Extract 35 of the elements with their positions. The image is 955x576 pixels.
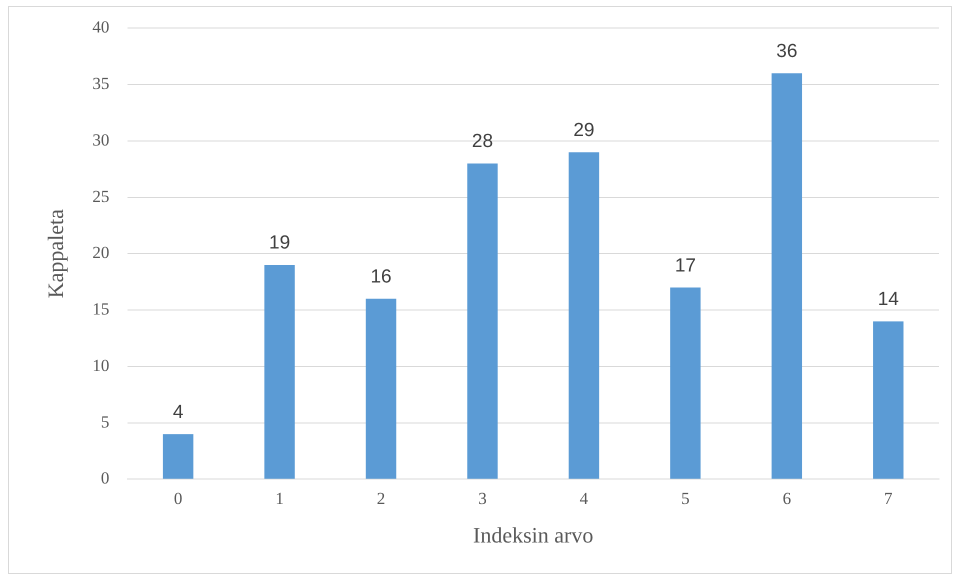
y-tick-label: 15 (92, 300, 110, 319)
x-tick-label: 1 (275, 488, 284, 508)
x-tick-label: 0 (174, 488, 182, 508)
x-tick-label: 5 (681, 488, 690, 508)
bar (366, 298, 396, 479)
y-axis-title: Kappaleta (42, 208, 68, 298)
x-tick-label: 2 (376, 488, 386, 508)
y-tick-label: 25 (92, 186, 110, 206)
bar (264, 264, 295, 479)
data-label: 17 (674, 255, 696, 276)
y-tick-label: 35 (92, 74, 110, 94)
bar (873, 321, 904, 479)
x-axis-title: Indeksin arvo (473, 522, 594, 548)
x-tick-label: 3 (478, 488, 487, 508)
data-label: 19 (269, 232, 290, 254)
x-tick-label: 7 (884, 488, 894, 508)
data-label: 14 (878, 289, 900, 310)
data-label: 4 (172, 402, 184, 423)
data-label: 36 (776, 41, 798, 62)
data-label: 16 (370, 266, 392, 288)
bar (772, 73, 802, 479)
bar (467, 164, 498, 479)
y-tick-label: 10 (92, 356, 110, 375)
x-tick-label: 4 (580, 488, 589, 508)
bar (162, 434, 194, 479)
y-tick-label: 5 (100, 412, 110, 432)
y-tick-label: 30 (92, 130, 110, 150)
data-label: 29 (573, 120, 594, 141)
y-tick-label: 20 (92, 243, 110, 262)
bar (568, 152, 600, 479)
y-tick-label: 40 (92, 18, 110, 37)
x-tick-label: 6 (782, 488, 792, 508)
y-tick-label: 0 (100, 468, 110, 488)
bar (670, 288, 701, 479)
data-label: 28 (472, 131, 494, 152)
